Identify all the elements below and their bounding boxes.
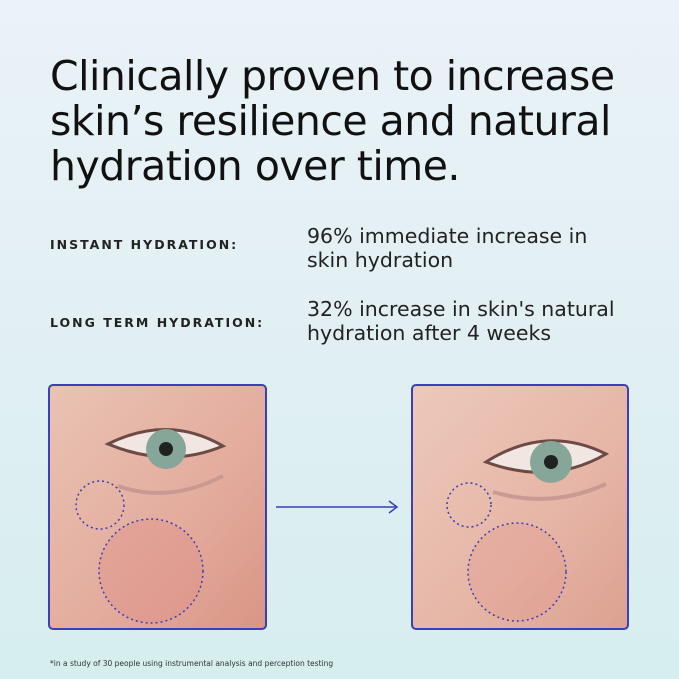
headline-line: hydration over time. (50, 142, 460, 190)
headline-line: skin’s resilience and natural (50, 97, 611, 145)
claim-text: 32% increase in skin's natural hydration… (307, 297, 615, 345)
claim-line: 96% immediate increase in (307, 224, 588, 248)
claim-line: hydration after 4 weeks (307, 321, 552, 345)
claim-label: LONG TERM HYDRATION: (50, 315, 265, 330)
after-photo (411, 384, 629, 630)
before-photo (48, 384, 267, 630)
claim-label: INSTANT HYDRATION: (50, 237, 239, 252)
claim-text: 96% immediate increase in skin hydration (307, 224, 587, 272)
headline: Clinically proven to increase skin’s res… (50, 54, 615, 189)
claim-line: skin hydration (307, 248, 454, 272)
headline-line: Clinically proven to increase (50, 52, 615, 100)
claim-line: 32% increase in skin's natural (307, 297, 615, 321)
footnote: *in a study of 30 people using instrumen… (50, 659, 334, 668)
arrow (276, 500, 399, 514)
